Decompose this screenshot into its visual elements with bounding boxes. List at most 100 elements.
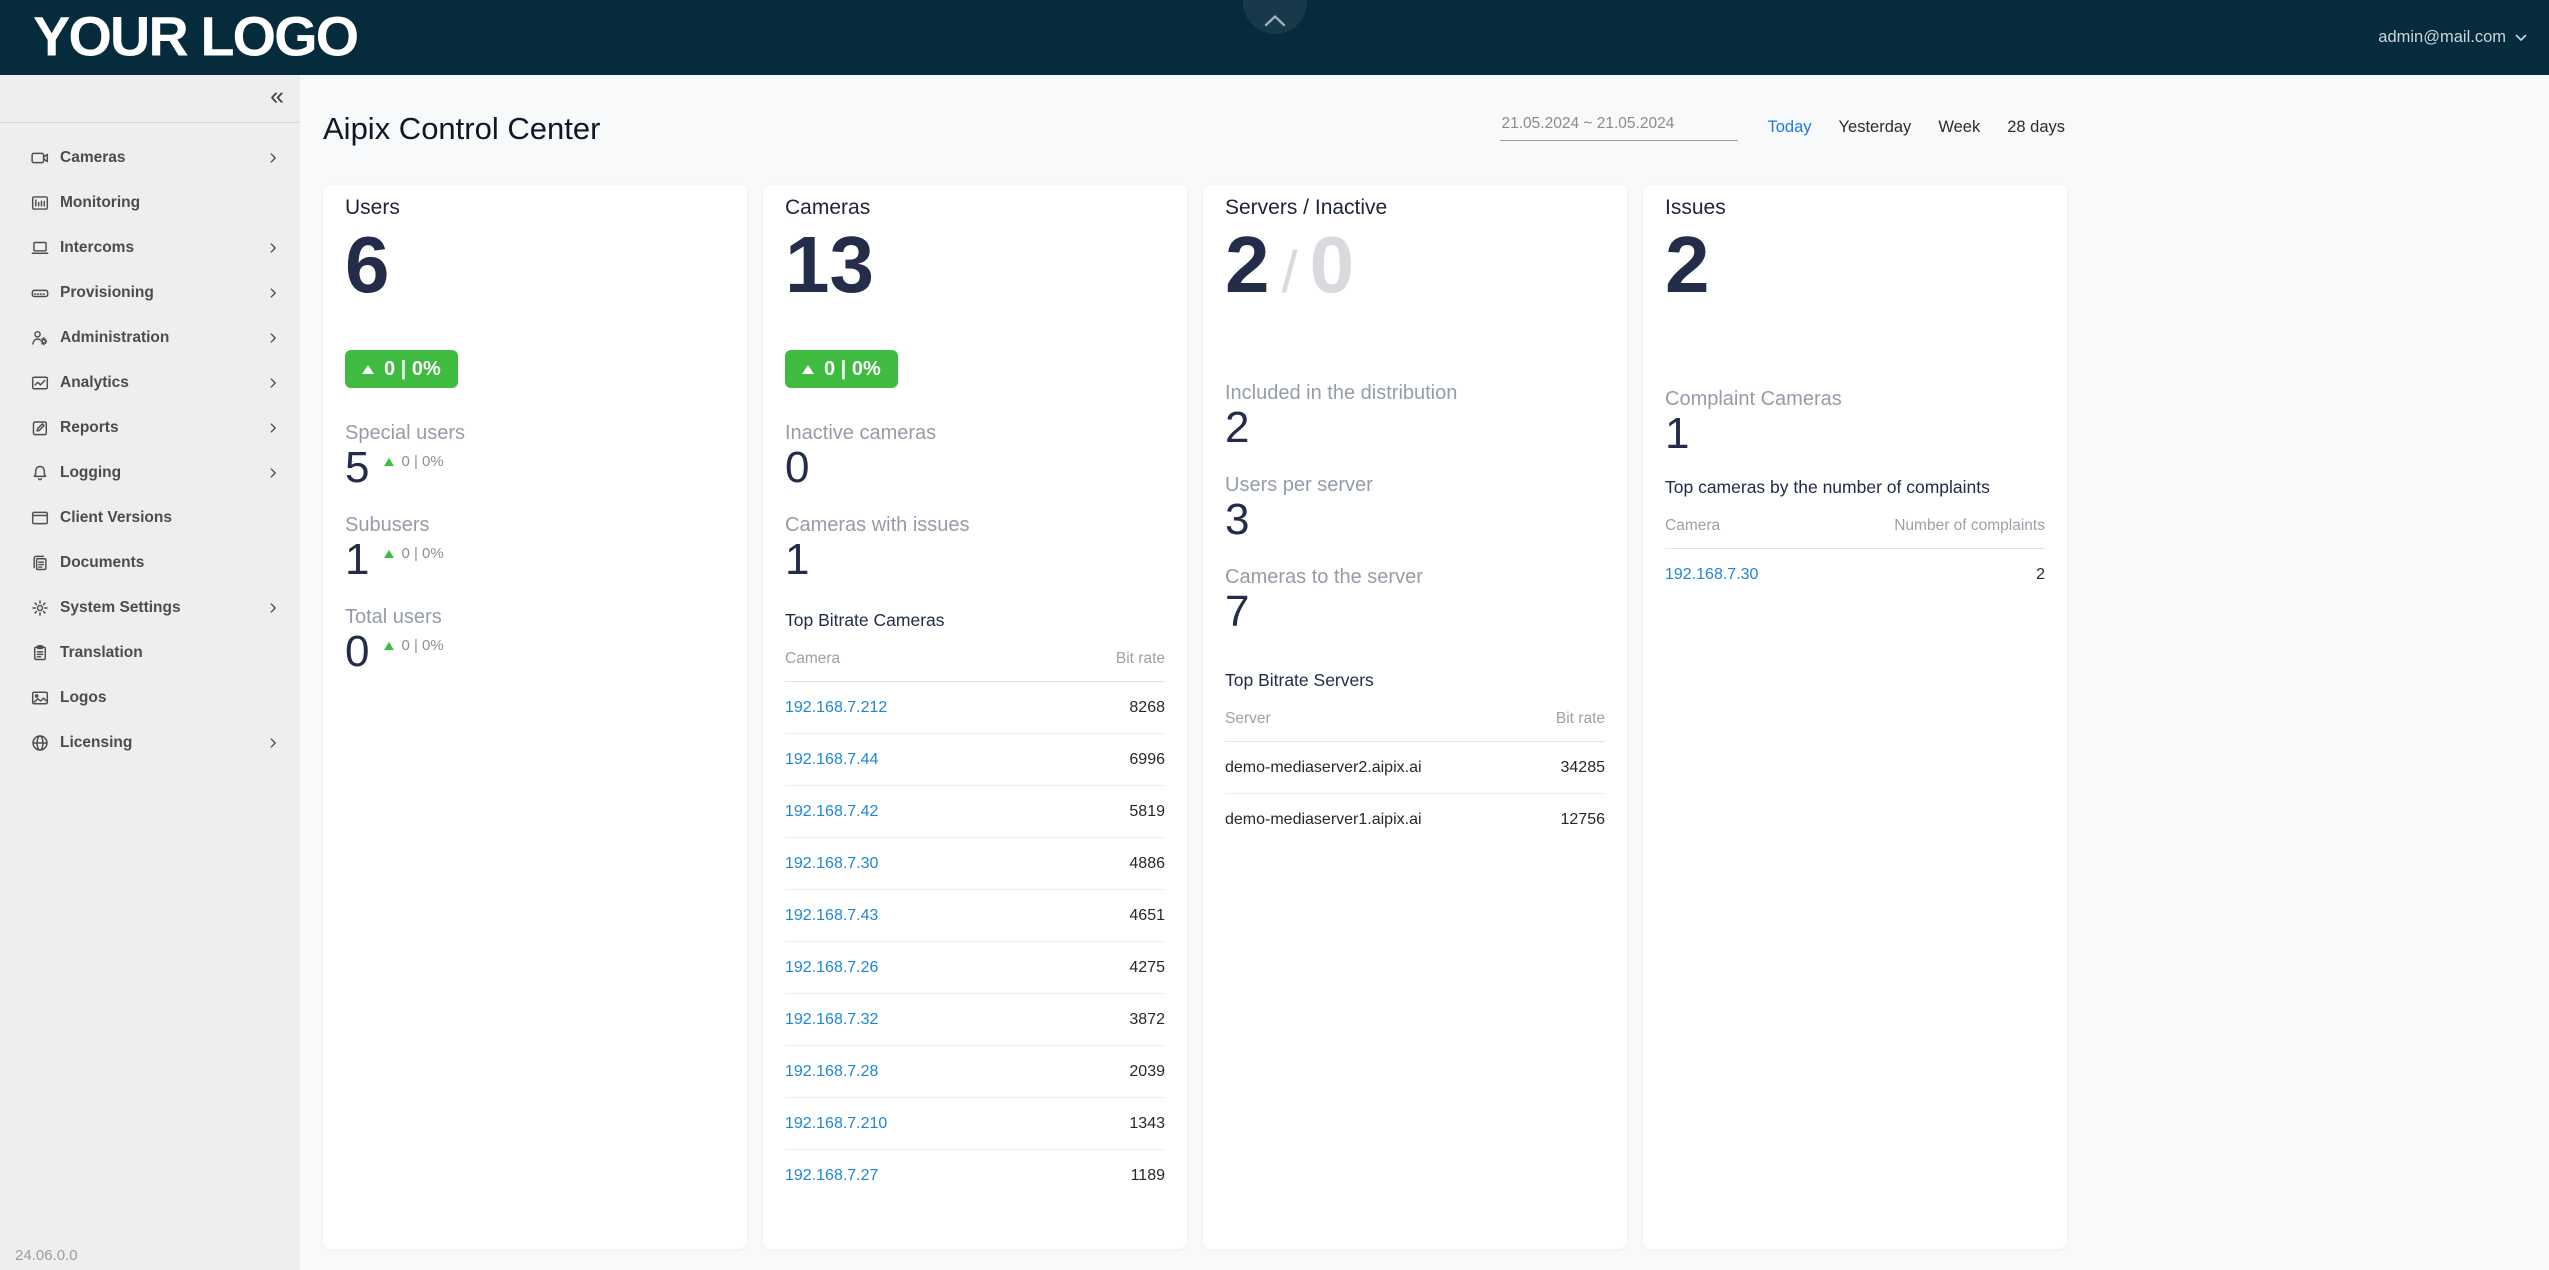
tab-yesterday[interactable]: Yesterday [1838,117,1912,136]
stat-block: Special users 5 0 | 0% [345,421,725,491]
stat-value: 3 [1225,495,1250,544]
sidebar-item-label: Client Versions [60,508,172,526]
sidebar-item-administration[interactable]: Administration [0,315,300,360]
camera-link[interactable]: 192.168.7.27 [785,1166,879,1184]
card-title: Users [345,196,400,219]
analytics-icon [31,374,49,392]
stat-trend: 0 | 0% [384,637,444,654]
stat-block: Users per server 3 [1225,473,1605,543]
bitrate-value: 4886 [1129,854,1165,872]
chevron-down-icon [2515,34,2527,41]
sidebar-item-documents[interactable]: Documents [0,540,300,585]
stat-trend: 0 | 0% [384,453,444,470]
bell-icon [31,464,49,482]
bitrate-value: 5819 [1129,802,1165,820]
camera-link[interactable]: 192.168.7.210 [785,1114,888,1132]
sidebar-item-translation[interactable]: Translation [0,630,300,675]
user-email: admin@mail.com [2378,28,2506,46]
sidebar-item-analytics[interactable]: Analytics [0,360,300,405]
sidebar-item-reports[interactable]: Reports [0,405,300,450]
camera-link[interactable]: 192.168.7.43 [785,906,879,924]
sidebar-item-label: Cameras [60,148,126,166]
sidebar-item-system-settings[interactable]: System Settings [0,585,300,630]
bitrate-value: 3872 [1129,1010,1165,1028]
sidebar-item-cameras[interactable]: Cameras [0,135,300,180]
table-header: Camera Bit rate [785,650,1165,682]
sidebar-item-label: Logging [60,463,122,481]
table-row: 192.168.7.30 4886 [785,838,1165,890]
administration-icon [31,329,49,347]
sidebar-item-monitoring[interactable]: Monitoring [0,180,300,225]
top-bitrate-cameras-section: Top Bitrate Cameras Camera Bit rate 192.… [785,609,1165,1201]
table-row: 192.168.7.32 3872 [785,994,1165,1046]
stat-label: Complaint Cameras [1665,388,1842,410]
date-range-input[interactable] [1499,113,1738,141]
sidebar-item-label: Licensing [60,733,133,751]
server-name: demo-mediaserver1.aipix.ai [1225,810,1422,828]
issues-stats: Complaint Cameras 1 [1665,387,2045,479]
trend-badge-text: 0 | 0% [824,357,881,380]
column-header: Bit rate [1115,650,1165,667]
sidebar-item-licensing[interactable]: Licensing [0,720,300,765]
arrow-up-icon [384,641,395,650]
image-icon [31,689,49,707]
stat-trend-text: 0 | 0% [401,545,444,562]
table-row: demo-mediaserver1.aipix.ai 12756 [1225,794,1605,845]
camera-link[interactable]: 192.168.7.32 [785,1010,879,1028]
app-logo: YOUR LOGO [33,3,359,67]
sidebar-item-provisioning[interactable]: Provisioning [0,270,300,315]
stat-block: Total users 0 0 | 0% [345,605,725,675]
camera-link[interactable]: 192.168.7.44 [785,750,879,768]
sidebar-item-intercoms[interactable]: Intercoms [0,225,300,270]
sidebar-item-label: Monitoring [60,193,141,211]
sidebar-item-logos[interactable]: Logos [0,675,300,720]
stat-label: Included in the distribution [1225,382,1458,404]
collapse-header-button[interactable] [1242,0,1307,34]
user-menu[interactable]: admin@mail.com [2378,0,2527,75]
top-header: YOUR LOGO admin@mail.com [0,0,2549,75]
bitrate-value: 4275 [1129,958,1165,976]
reports-icon [31,419,49,437]
stat-trend-text: 0 | 0% [401,637,444,654]
cameras-stats: Inactive cameras 0 Cameras with issues 1 [785,421,1165,605]
table-header: Server Bit rate [1225,710,1605,742]
card-title: Cameras [785,196,871,219]
cameras-total-value: 13 [785,220,874,309]
stat-value: 1 [1665,409,1690,458]
camera-link[interactable]: 192.168.7.30 [785,854,879,872]
sidebar-item-label: Logos [60,688,107,706]
column-header: Server [1225,710,1271,727]
camera-link[interactable]: 192.168.7.212 [785,698,888,716]
column-header: Camera [1665,517,1721,534]
trend-badge: 0 | 0% [785,350,898,388]
table-row: 192.168.7.44 6996 [785,734,1165,786]
table-row: 192.168.7.210 1343 [785,1098,1165,1150]
main-area: Aipix Control Center Today Yesterday Wee… [300,75,2549,1270]
complaints-table: 192.168.7.30 2 [1665,549,2045,600]
content-container: Aipix Control Center Today Yesterday Wee… [323,75,2067,1270]
column-header: Bit rate [1555,710,1605,727]
tab-week[interactable]: Week [1938,117,1981,136]
sidebar-collapse-button[interactable]: « [270,82,284,110]
camera-link[interactable]: 192.168.7.28 [785,1062,879,1080]
camera-link[interactable]: 192.168.7.30 [1665,565,1759,583]
sidebar-item-client-versions[interactable]: Client Versions [0,495,300,540]
tab-28-days[interactable]: 28 days [2007,117,2065,136]
arrow-up-icon [384,549,395,558]
users-total-value: 6 [345,220,390,309]
camera-link[interactable]: 192.168.7.42 [785,802,879,820]
card-title: Servers / Inactive [1225,196,1388,219]
tab-today[interactable]: Today [1767,117,1812,136]
monitoring-icon [31,194,49,212]
stat-block: Cameras with issues 1 [785,513,1165,583]
stat-block: Inactive cameras 0 [785,421,1165,491]
sidebar-item-label: Translation [60,643,143,661]
server-name: demo-mediaserver2.aipix.ai [1225,758,1422,776]
sidebar-item-logging[interactable]: Logging [0,450,300,495]
camera-link[interactable]: 192.168.7.26 [785,958,879,976]
trend-badge: 0 | 0% [345,350,458,388]
stat-label: Subusers [345,514,430,536]
bitrate-value: 4651 [1129,906,1165,924]
stat-label: Users per server [1225,474,1373,496]
sidebar-item-label: Reports [60,418,119,436]
